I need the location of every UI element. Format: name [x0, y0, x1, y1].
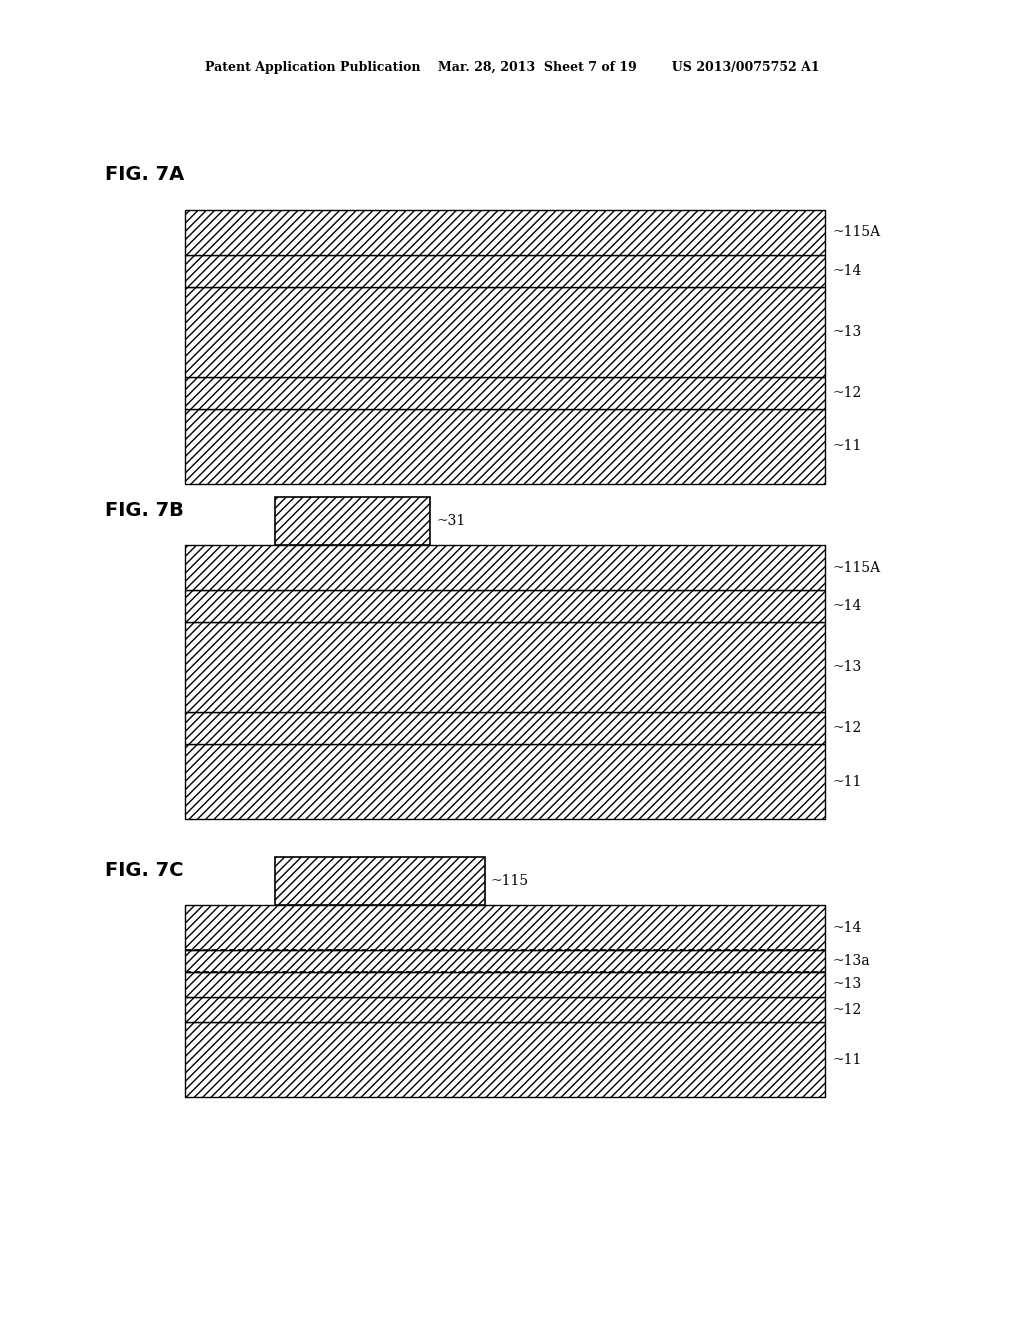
Text: FIG. 7B: FIG. 7B: [105, 500, 184, 520]
Text: ~13a: ~13a: [833, 954, 870, 968]
Text: ~115A: ~115A: [833, 561, 881, 574]
Text: ~31: ~31: [436, 513, 465, 528]
Bar: [185, 545, 825, 590]
Bar: [185, 286, 825, 378]
Text: FIG. 7C: FIG. 7C: [105, 861, 183, 879]
Bar: [185, 997, 825, 1022]
Text: ~11: ~11: [833, 1052, 862, 1067]
Text: ~13: ~13: [833, 325, 862, 339]
Text: ~13: ~13: [833, 978, 862, 991]
Bar: [275, 857, 485, 906]
Text: Patent Application Publication    Mar. 28, 2013  Sheet 7 of 19        US 2013/00: Patent Application Publication Mar. 28, …: [205, 62, 819, 74]
Text: ~115: ~115: [490, 874, 529, 888]
Bar: [185, 210, 825, 255]
Bar: [185, 590, 825, 622]
Text: ~14: ~14: [833, 599, 862, 612]
Text: FIG. 7A: FIG. 7A: [105, 165, 184, 185]
Text: ~14: ~14: [833, 920, 862, 935]
Bar: [185, 711, 825, 744]
Text: ~13: ~13: [833, 660, 862, 675]
Text: ~115A: ~115A: [833, 226, 881, 239]
Text: ~14: ~14: [833, 264, 862, 279]
Bar: [185, 906, 825, 950]
Text: ~11: ~11: [833, 775, 862, 788]
Text: ~11: ~11: [833, 440, 862, 454]
Bar: [275, 498, 430, 545]
Text: ~12: ~12: [833, 385, 862, 400]
Bar: [185, 378, 825, 409]
Bar: [185, 744, 825, 818]
Bar: [185, 972, 825, 997]
Text: ~12: ~12: [833, 721, 862, 735]
Bar: [185, 255, 825, 286]
Bar: [185, 950, 825, 972]
Text: ~12: ~12: [833, 1002, 862, 1016]
Bar: [185, 622, 825, 711]
Bar: [185, 1022, 825, 1097]
Bar: [185, 409, 825, 484]
